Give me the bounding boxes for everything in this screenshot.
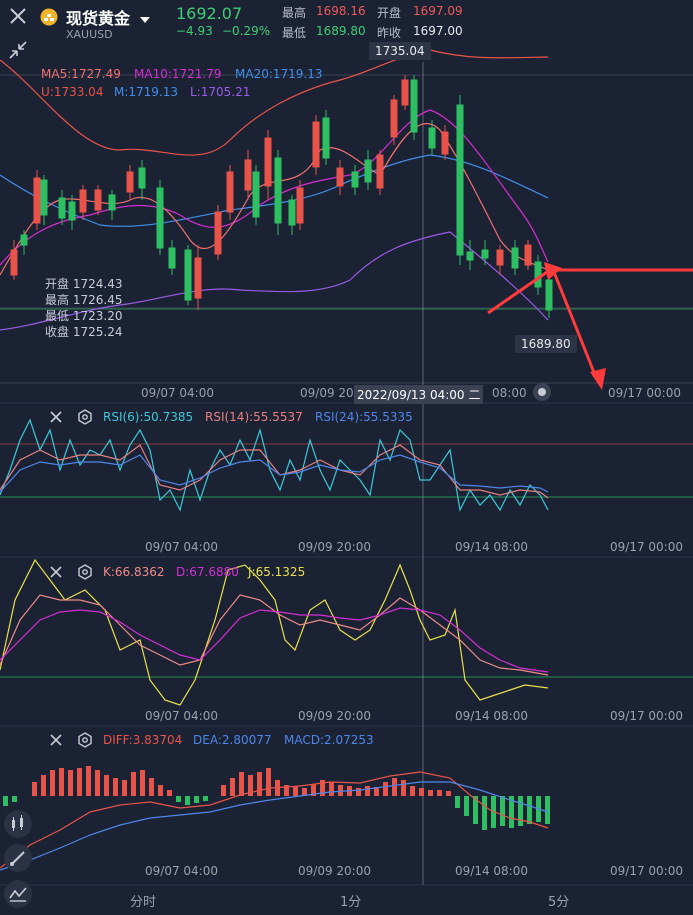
price-change-pct: −0.29% — [222, 24, 271, 38]
ma10-label: MA10:1721.79 — [134, 67, 222, 81]
current-price: 1692.07 — [176, 4, 243, 23]
macd-close-icon[interactable] — [48, 732, 64, 748]
tab-1min[interactable]: 1分 — [340, 895, 362, 910]
macd-x-tick-3: 09/14 08:00 — [455, 864, 528, 878]
ma10-line — [0, 109, 549, 266]
candle-style-icon[interactable] — [4, 810, 32, 838]
rsi24-line — [0, 454, 549, 493]
rsi6-line — [0, 418, 549, 512]
chevron-down-icon — [139, 10, 150, 29]
high-label: 最高 — [282, 6, 307, 20]
low-value: 1689.80 — [316, 24, 366, 38]
kdj-d-label: D:67.6880 — [176, 565, 239, 579]
macd-diff-label: DIFF:3.83704 — [103, 733, 183, 747]
instrument-title[interactable]: 现货黄金 — [66, 5, 150, 29]
boll-m-label: M:1719.13 — [114, 85, 179, 99]
kdj-close-icon[interactable] — [48, 564, 64, 580]
tab-timeshare[interactable]: 分时 — [130, 895, 157, 910]
macd-value-label: MACD:2.07253 — [284, 733, 374, 747]
macd-settings-icon[interactable] — [77, 732, 93, 748]
rsi24-label: RSI(24):55.5335 — [315, 410, 413, 424]
macd-dea-line — [0, 781, 549, 871]
kdj-k-label: K:66.8362 — [103, 565, 165, 579]
kdj-x-tick-4: 09/17 00:00 — [610, 709, 683, 723]
rsi-settings-icon[interactable] — [77, 409, 93, 425]
macd-dea-label: DEA:2.80077 — [193, 733, 272, 747]
boll-upper-line — [0, 49, 549, 156]
boll-lower-line — [0, 231, 549, 331]
rsi6-label: RSI(6):50.7385 — [103, 410, 194, 424]
main-x-tick-4: 09/17 00:00 — [608, 386, 681, 400]
collapse-icon[interactable] — [6, 38, 30, 62]
tab-5min[interactable]: 5分 — [548, 895, 570, 910]
macd-histogram — [3, 766, 550, 830]
crosshair-time-label: 2022/09/13 04:00 二 — [354, 385, 484, 404]
macd-diff-line — [0, 771, 549, 869]
draw-line-icon[interactable] — [4, 844, 32, 872]
low-label: 最低 — [282, 26, 307, 40]
annotation-arrows — [487, 262, 693, 390]
macd-x-tick-1: 09/07 04:00 — [145, 864, 218, 878]
high-value: 1698.16 — [316, 4, 366, 18]
boll-u-label: U:1733.04 — [41, 85, 104, 99]
price-change: −4.93 — [176, 24, 213, 38]
main-x-tick-2: 09/09 20 — [300, 386, 354, 400]
rsi-x-tick-2: 09/09 20:00 — [298, 540, 371, 554]
candles — [10, 75, 553, 318]
rsi-close-icon[interactable] — [48, 409, 64, 425]
kdj-settings-icon[interactable] — [77, 564, 93, 580]
rsi-x-tick-3: 09/14 08:00 — [455, 540, 528, 554]
ohlc-tooltip: 开盘 1724.43 最高 1726.45 最低 1723.20 收盘 1725… — [45, 277, 123, 339]
open-label: 开盘 — [377, 6, 402, 20]
gold-logo-icon — [40, 8, 58, 26]
open-value: 1697.09 — [413, 4, 463, 18]
rsi14-line — [0, 444, 549, 499]
indicator-line-icon[interactable] — [4, 880, 32, 908]
boll-l-label: L:1705.21 — [190, 85, 251, 99]
boll-mid-line — [0, 154, 549, 227]
kdj-j-label: J:65.1325 — [248, 565, 306, 579]
prev-close-value: 1697.00 — [413, 24, 463, 38]
rsi-x-tick-1: 09/07 04:00 — [145, 540, 218, 554]
kdj-x-tick-3: 09/14 08:00 — [455, 709, 528, 723]
crosshair-handle-icon[interactable] — [533, 383, 551, 401]
main-x-tick-1: 09/07 04:00 — [141, 386, 214, 400]
rsi-x-tick-4: 09/17 00:00 — [610, 540, 683, 554]
macd-x-tick-4: 09/17 00:00 — [610, 864, 683, 878]
rsi14-label: RSI(14):55.5537 — [205, 410, 303, 424]
kdj-x-tick-1: 09/07 04:00 — [145, 709, 218, 723]
low-marker: 1689.80 — [515, 335, 577, 353]
prev-close-label: 昨收 — [377, 26, 402, 40]
ma5-label: MA5:1727.49 — [41, 67, 121, 81]
kdj-x-tick-2: 09/09 20:00 — [298, 709, 371, 723]
kdj-j-line — [0, 558, 549, 706]
instrument-symbol: XAUUSD — [66, 28, 113, 41]
main-x-tick-3: 08:00 — [492, 386, 527, 400]
kdj-k-line — [0, 594, 549, 676]
high-marker: 1735.04 — [369, 42, 431, 60]
ma20-label: MA20:1719.13 — [235, 67, 323, 81]
macd-x-tick-2: 09/09 20:00 — [298, 864, 371, 878]
close-icon[interactable] — [6, 4, 30, 28]
kdj-d-line — [0, 607, 549, 673]
